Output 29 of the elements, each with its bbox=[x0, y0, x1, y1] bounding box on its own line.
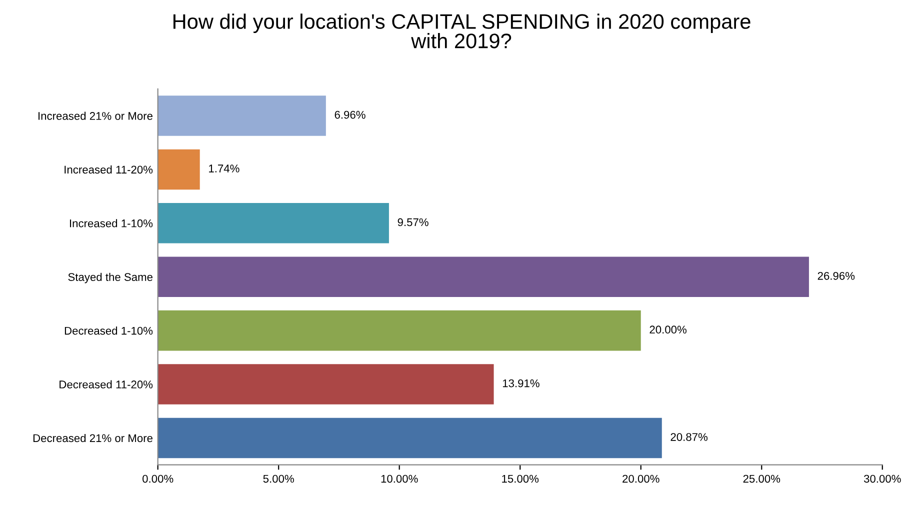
bar bbox=[158, 96, 326, 136]
bar bbox=[158, 256, 809, 297]
data-label: 6.96% bbox=[334, 110, 366, 119]
data-label: 1.74% bbox=[209, 164, 240, 172]
y-tick-label: Decreased 11-20% bbox=[60, 380, 153, 388]
bar bbox=[158, 203, 389, 244]
y-tick-label: Increased 11-20% bbox=[64, 165, 153, 174]
data-label: 26.96% bbox=[818, 272, 855, 280]
bar bbox=[158, 310, 641, 351]
y-tick-label: Decreased 21% or More bbox=[33, 434, 152, 442]
data-label: 13.91% bbox=[502, 379, 540, 388]
data-label: 9.57% bbox=[398, 218, 428, 226]
x-tick-label: 10.00% bbox=[381, 474, 418, 483]
x-tick-label: 15.00% bbox=[502, 474, 539, 483]
y-tick-label: Increased 21% or More bbox=[38, 112, 152, 120]
data-label: 20.87% bbox=[670, 433, 708, 441]
y-tick-label: Stayed the Same bbox=[68, 272, 152, 284]
x-tick-label: 25.00% bbox=[743, 474, 780, 483]
chart-title: How did your location's CAPITAL SPENDING in 2020 compare with 2019? bbox=[173, 14, 750, 48]
x-tick-label: 20.00% bbox=[622, 474, 660, 483]
x-tick-label: 0.00% bbox=[142, 474, 174, 483]
x-tick-label: 30.00% bbox=[864, 474, 901, 483]
y-tick-label: Decreased 1-10% bbox=[64, 326, 153, 335]
bar bbox=[158, 364, 494, 404]
x-tick-label: 5.00% bbox=[263, 474, 294, 483]
bar bbox=[158, 418, 662, 458]
bar bbox=[158, 149, 200, 190]
y-tick-label: Increased 1-10% bbox=[70, 219, 153, 228]
data-label: 20.00% bbox=[650, 326, 686, 334]
